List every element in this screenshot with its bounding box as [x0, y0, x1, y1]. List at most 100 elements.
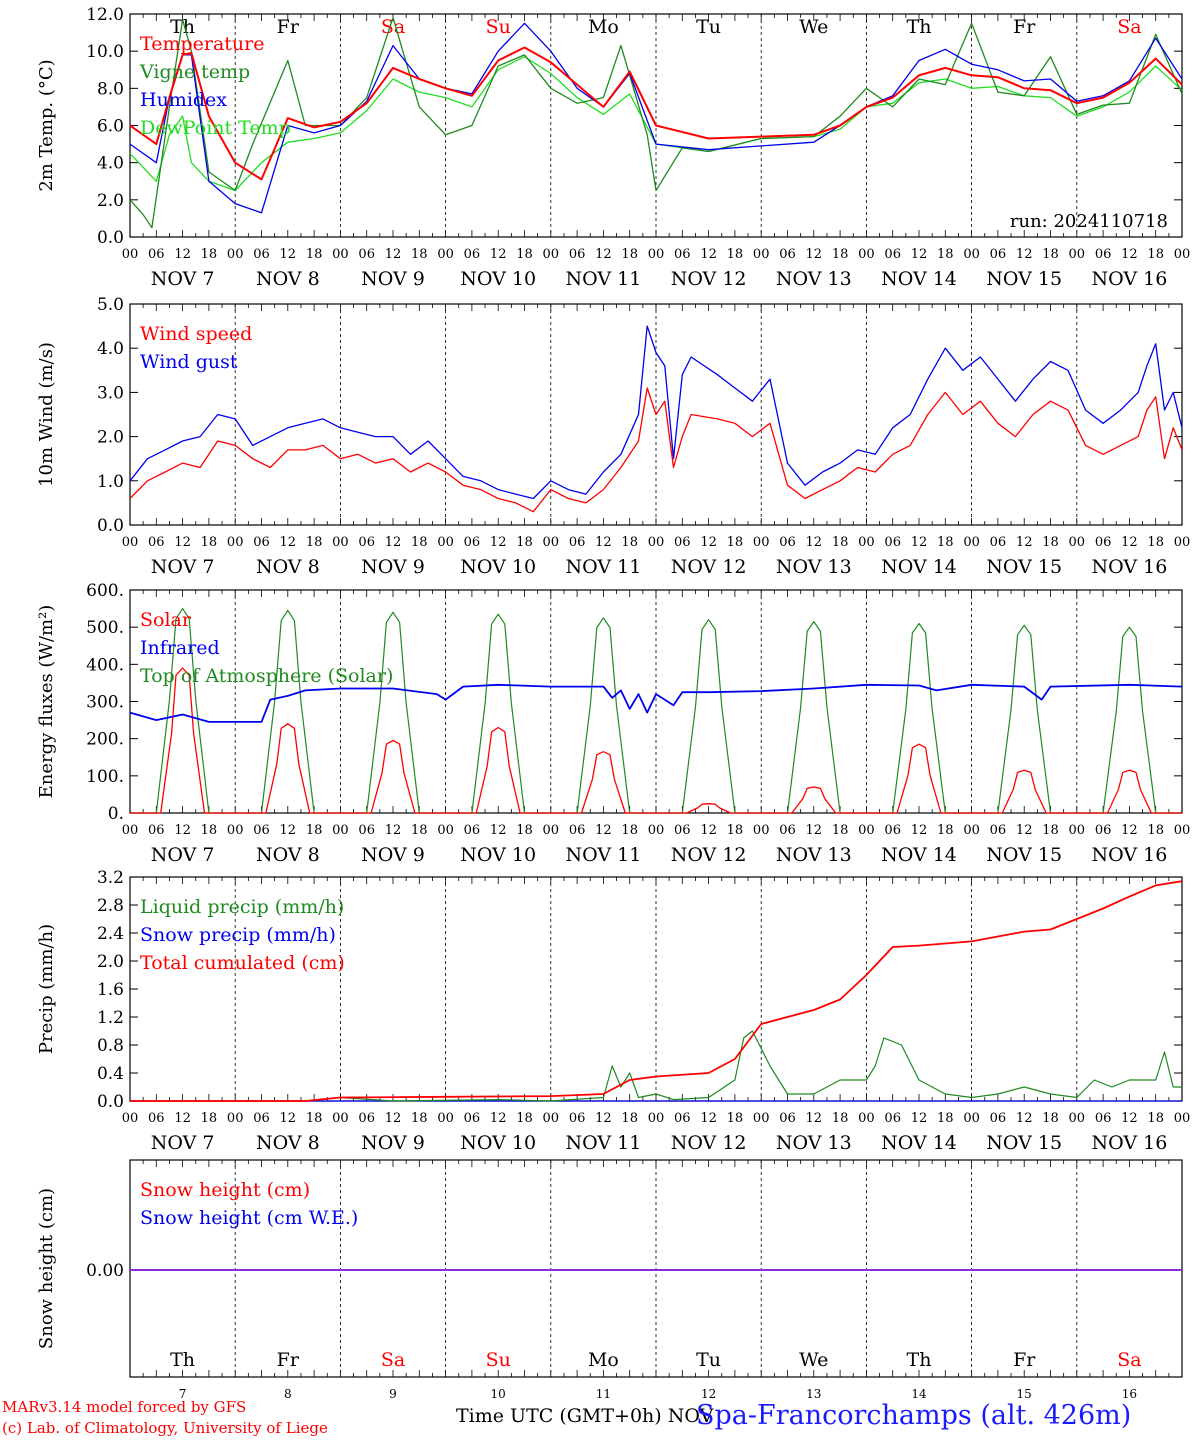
model-credit: MARv3.14 model forced by GFS — [2, 1398, 247, 1416]
hour-tick-label: 18 — [937, 823, 954, 838]
hour-tick-label: 06 — [779, 1111, 796, 1126]
weekday-label: Mo — [588, 1349, 619, 1371]
hour-tick-label: 06 — [779, 535, 796, 550]
hour-tick-label: 00 — [543, 823, 560, 838]
date-label: NOV 8 — [256, 268, 320, 290]
hour-tick-label: 06 — [1095, 535, 1112, 550]
time-axis-title: Time UTC (GMT+0h) NOV — [456, 1405, 714, 1427]
hour-tick-label: 06 — [148, 1111, 165, 1126]
date-label: NOV 8 — [256, 1132, 320, 1154]
lab-credit: (c) Lab. of Climatology, University of L… — [2, 1419, 328, 1437]
series-humidex — [129, 22, 1183, 214]
hour-tick-label: 12 — [490, 1111, 507, 1126]
hour-tick-label: 00 — [437, 247, 454, 262]
hour-tick-label: 00 — [858, 247, 875, 262]
weekday-label: Sa — [1117, 1349, 1141, 1371]
y-tick-label: 0.0 — [97, 228, 124, 248]
panel-temperature: 0.0 2.0 4.0 6.0 8.0 10.0 12.0 2m Temp. (°C) 00 06… — [36, 5, 1190, 290]
hour-tick-label: 00 — [543, 247, 560, 262]
date-label: NOV 10 — [460, 268, 536, 290]
hour-tick-label: 06 — [779, 823, 796, 838]
hour-tick-label: 06 — [884, 823, 901, 838]
hour-tick-label: 12 — [385, 1111, 402, 1126]
y-tick-label: 1.0 — [97, 472, 124, 492]
hour-tick-label: 06 — [253, 535, 270, 550]
hour-tick-label: 12 — [700, 247, 717, 262]
date-label: NOV 15 — [986, 1132, 1062, 1154]
hour-tick-label: 00 — [543, 1111, 560, 1126]
date-label: NOV 16 — [1091, 1132, 1167, 1154]
hour-tick-label: 12 — [280, 535, 297, 550]
hour-tick-label: 12 — [174, 1111, 191, 1126]
date-label: NOV 16 — [1091, 556, 1167, 578]
hour-tick-label: 18 — [621, 1111, 638, 1126]
y-tick-label: 0.0 — [97, 516, 124, 536]
date-label: NOV 11 — [565, 556, 641, 578]
weekday-label: Fr — [277, 16, 300, 38]
hour-tick-label: 18 — [727, 823, 744, 838]
hour-tick-label: 00 — [858, 535, 875, 550]
hour-tick-label: 12 — [911, 535, 928, 550]
date-label: NOV 15 — [986, 844, 1062, 866]
date-label: NOV 13 — [776, 1132, 852, 1154]
hour-tick-label: 00 — [227, 535, 244, 550]
weekday-label: Tu — [696, 1349, 721, 1371]
y-tick-label: 3.0 — [97, 383, 124, 403]
hour-tick-label: 12 — [280, 1111, 297, 1126]
legend-liquid-precip-mm-h-: Liquid precip (mm/h) — [140, 896, 344, 918]
y-tick-label: 0.4 — [97, 1064, 124, 1084]
date-label: NOV 8 — [256, 844, 320, 866]
weekday-label: Th — [170, 1349, 195, 1371]
panel-wind: 0.0 1.0 2.0 3.0 4.0 5.0 10m Wind (m/s) 00 06 12 18… — [36, 295, 1190, 578]
series-dewpoint-temp — [129, 56, 1183, 192]
date-label: NOV 15 — [986, 268, 1062, 290]
hour-tick-label: 06 — [148, 823, 165, 838]
series-solar — [130, 667, 1182, 814]
date-label: NOV 14 — [881, 556, 957, 578]
hour-tick-label: 12 — [806, 823, 823, 838]
hour-tick-label: 18 — [411, 535, 428, 550]
hour-tick-label: 12 — [174, 247, 191, 262]
legend-snow-height-cm-: Snow height (cm) — [140, 1179, 310, 1201]
y-tick-label: 0.0 — [97, 1092, 124, 1112]
hour-tick-label: 00 — [1069, 247, 1086, 262]
date-label: NOV 8 — [256, 556, 320, 578]
hour-tick-label: 00 — [227, 823, 244, 838]
weekday-label: Tu — [696, 16, 721, 38]
hour-tick-label: 12 — [174, 823, 191, 838]
hour-tick-label: 18 — [306, 535, 323, 550]
date-label: NOV 13 — [776, 556, 852, 578]
day-number-label: 11 — [596, 1387, 611, 1401]
hour-tick-label: 00 — [648, 535, 665, 550]
date-label: NOV 15 — [986, 556, 1062, 578]
hour-tick-label: 00 — [753, 1111, 770, 1126]
hour-tick-label: 12 — [490, 247, 507, 262]
hour-tick-label: 06 — [884, 535, 901, 550]
legend-vigne-temp: Vigne temp — [139, 61, 250, 83]
hour-tick-label: 12 — [174, 535, 191, 550]
hour-tick-label: 18 — [1042, 823, 1059, 838]
hour-tick-label: 00 — [543, 535, 560, 550]
hour-tick-label: 12 — [490, 823, 507, 838]
legend-total-cumulated-cm-: Total cumulated (cm) — [140, 952, 345, 974]
date-label: NOV 13 — [776, 844, 852, 866]
hour-tick-label: 18 — [621, 823, 638, 838]
legend-snow-height-cm-w-e-: Snow height (cm W.E.) — [140, 1207, 358, 1229]
date-label: NOV 14 — [881, 844, 957, 866]
y-tick-label: 0.00 — [86, 1261, 124, 1281]
legend-wind-gust: Wind gust — [140, 351, 238, 373]
hour-tick-label: 00 — [1174, 823, 1191, 838]
day-number-label: 8 — [284, 1387, 292, 1401]
date-label: NOV 9 — [361, 1132, 425, 1154]
legend-wind-speed: Wind speed — [140, 323, 252, 345]
hour-tick-label: 06 — [358, 823, 375, 838]
hour-tick-label: 00 — [122, 823, 139, 838]
hour-tick-label: 00 — [648, 247, 665, 262]
hour-tick-label: 00 — [437, 535, 454, 550]
hour-tick-label: 06 — [358, 247, 375, 262]
date-label: NOV 16 — [1091, 268, 1167, 290]
hour-tick-label: 06 — [990, 1111, 1007, 1126]
hour-tick-label: 06 — [464, 247, 481, 262]
hour-tick-label: 06 — [253, 1111, 270, 1126]
day-number-label: 15 — [1017, 1387, 1032, 1401]
